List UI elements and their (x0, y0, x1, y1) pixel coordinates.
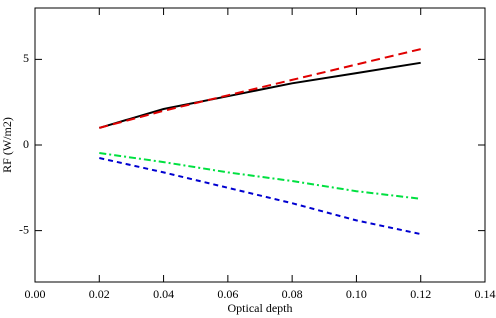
x-tick-label: 0.12 (410, 287, 431, 301)
x-tick-label: 0.04 (153, 287, 174, 301)
series-line (99, 48, 421, 129)
x-tick-label: 0.14 (475, 287, 496, 301)
y-axis-label: RF (W/m2) (0, 117, 14, 173)
x-tick-label: 0.00 (25, 287, 46, 301)
series-line (99, 157, 421, 236)
x-tick-label: 0.08 (282, 287, 303, 301)
y-tick-label: 0 (23, 137, 29, 151)
x-tick-label: 0.06 (217, 287, 238, 301)
y-tick-label: 5 (23, 51, 29, 65)
x-tick-label: 0.10 (346, 287, 367, 301)
y-tick-label: -5 (19, 222, 29, 236)
series-line (99, 152, 421, 200)
x-axis-label: Optical depth (228, 301, 293, 315)
series-line (99, 61, 421, 129)
x-tick-label: 0.02 (89, 287, 110, 301)
